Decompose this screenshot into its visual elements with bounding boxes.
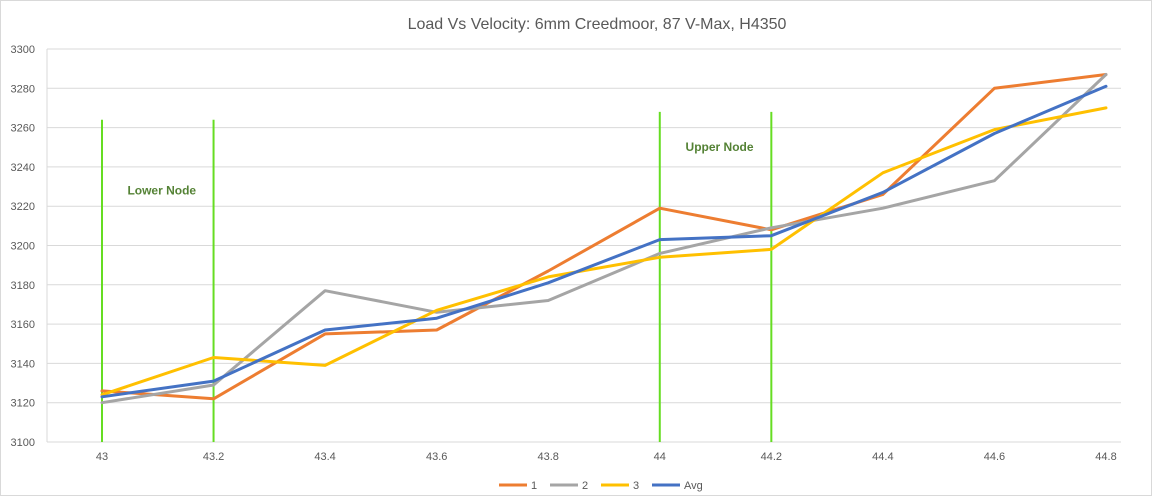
legend-label: Avg	[684, 480, 703, 492]
y-tick-label: 3300	[11, 44, 35, 56]
legend-label: 3	[633, 480, 639, 492]
node-label: Upper Node	[686, 140, 754, 154]
x-tick-label: 43.4	[314, 451, 335, 463]
x-tick-label: 44.4	[872, 451, 893, 463]
x-tick-label: 44.2	[761, 451, 782, 463]
y-tick-label: 3260	[11, 123, 35, 135]
x-axis-tick-labels: 43 43.2 43.4 43.6 43.8 44 44.2 44.4 44.6 44.8	[96, 451, 1117, 463]
y-tick-label: 3240	[11, 162, 35, 174]
x-tick-label: 43.2	[203, 451, 224, 463]
y-tick-label: 3100	[11, 437, 35, 449]
legend-label: 1	[531, 480, 537, 492]
legend-entry: 3	[601, 480, 639, 492]
legend-entry: Avg	[652, 480, 703, 492]
x-tick-label: 44.8	[1095, 451, 1116, 463]
series-line-1	[100, 73, 1108, 401]
series-line-3	[100, 106, 1108, 397]
y-tick-label: 3140	[11, 358, 35, 370]
chart-title: Load Vs Velocity: 6mm Creedmoor, 87 V-Ma…	[408, 16, 787, 33]
y-tick-label: 3180	[11, 280, 35, 292]
x-tick-label: 44	[654, 451, 666, 463]
y-tick-label: 3220	[11, 201, 35, 213]
y-tick-label: 3280	[11, 83, 35, 95]
y-tick-label: 3120	[11, 398, 35, 410]
legend-entry: 2	[550, 480, 588, 492]
series-line-2	[100, 73, 1108, 405]
x-tick-label: 43	[96, 451, 108, 463]
legend-entry: 1	[499, 480, 537, 492]
series-lines	[100, 73, 1108, 405]
legend-label: 2	[582, 480, 588, 492]
y-axis-tick-labels: 3100 3120 3140 3160 3180 3200 3220 3240 3260 3280…	[11, 44, 35, 449]
x-tick-label: 43.8	[538, 451, 559, 463]
x-tick-label: 43.6	[426, 451, 447, 463]
y-tick-label: 3160	[11, 319, 35, 331]
legend: 1 2 3 Avg	[499, 480, 703, 492]
x-tick-label: 44.6	[984, 451, 1005, 463]
series-line-avg	[100, 84, 1108, 399]
node-label: Lower Node	[127, 183, 196, 197]
y-tick-label: 3200	[11, 241, 35, 253]
node-annotations: Lower Node Upper Node	[101, 111, 773, 442]
